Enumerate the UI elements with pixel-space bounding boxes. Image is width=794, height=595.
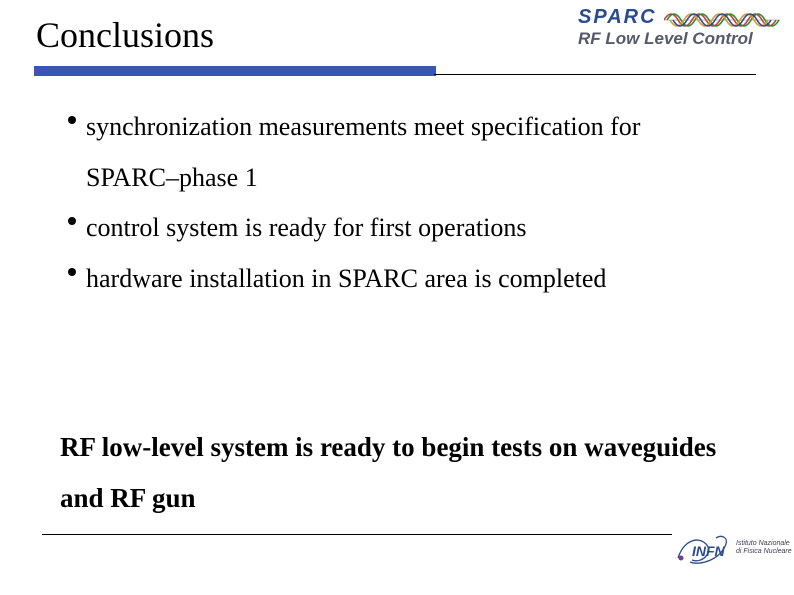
sparc-logo-subtitle: RF Low Level Control (578, 29, 753, 49)
list-item: hardware installation in SPARC area is c… (68, 254, 728, 305)
title-rule-thin (434, 74, 756, 75)
bullet-icon (68, 217, 76, 225)
svg-text:INFN: INFN (692, 543, 726, 559)
infn-logo-icon: INFN (676, 530, 732, 566)
header-logo: SPARC RF Low Level Control (578, 6, 753, 49)
infn-text-line2: di Fisica Nucleare (736, 548, 792, 556)
list-item-text: hardware installation in SPARC area is c… (86, 264, 606, 293)
list-item-text: control system is ready for first operat… (86, 213, 526, 242)
bullet-icon (68, 268, 76, 276)
page-title: Conclusions (36, 14, 214, 56)
waveform-icon (664, 8, 780, 32)
infn-text-line1: Istituto Nazionale (736, 540, 792, 548)
list-item: control system is ready for first operat… (68, 203, 728, 254)
title-rule-thick (34, 66, 436, 76)
footer-rule (42, 534, 672, 535)
bullet-list: synchronization measurements meet specif… (68, 102, 728, 305)
infn-logo-text: Istituto Nazionale di Fisica Nucleare (736, 540, 792, 557)
footer-logo: INFN Istituto Nazionale di Fisica Nuclea… (676, 530, 792, 566)
list-item-text: synchronization measurements meet specif… (86, 112, 640, 192)
summary-text: RF low-level system is ready to begin te… (60, 422, 720, 525)
list-item: synchronization measurements meet specif… (68, 102, 728, 203)
bullet-icon (68, 116, 76, 124)
